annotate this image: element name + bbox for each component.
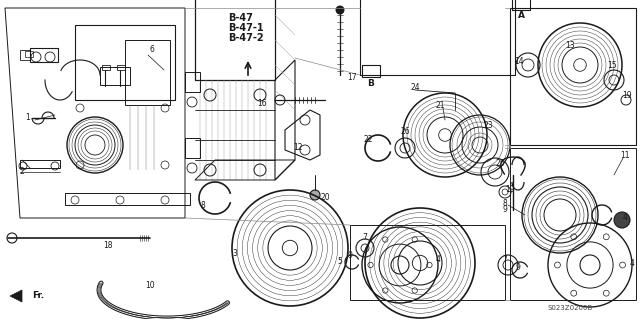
Text: 13: 13 (565, 41, 575, 49)
Text: 7: 7 (502, 256, 508, 264)
Text: Fr.: Fr. (32, 292, 44, 300)
Text: 6: 6 (150, 46, 154, 55)
Text: 16: 16 (257, 99, 267, 108)
Text: 14: 14 (514, 57, 524, 66)
Text: 9: 9 (516, 263, 520, 272)
Text: 21: 21 (435, 100, 445, 109)
Text: B-47-1: B-47-1 (228, 23, 264, 33)
Text: 4: 4 (436, 256, 440, 264)
Text: A: A (518, 11, 525, 20)
Bar (360, 0, 515, 75)
Bar (75, 25, 175, 100)
Text: B-47-2: B-47-2 (228, 33, 264, 43)
Text: 3: 3 (232, 249, 237, 257)
Text: 4: 4 (623, 213, 627, 222)
Text: 2: 2 (20, 167, 24, 176)
Text: 7: 7 (363, 234, 367, 242)
Text: 19: 19 (622, 91, 632, 100)
Bar (195, 0, 275, 80)
Text: 9: 9 (502, 205, 508, 214)
Bar (100, 67, 130, 85)
Circle shape (614, 212, 630, 228)
Text: 20: 20 (320, 194, 330, 203)
Circle shape (310, 190, 320, 200)
Bar (185, 72, 200, 92)
Text: 26: 26 (400, 128, 410, 137)
Text: S023Z0200B: S023Z0200B (547, 305, 593, 311)
Bar (25, 51, 33, 57)
Text: 17: 17 (347, 73, 357, 83)
Text: 19: 19 (505, 186, 515, 195)
Text: 11: 11 (620, 151, 630, 160)
Text: 4: 4 (630, 258, 634, 268)
Text: 25: 25 (495, 159, 505, 167)
Bar (20, 160, 60, 168)
Text: 24: 24 (410, 84, 420, 93)
Bar (30, 48, 58, 62)
Bar (185, 138, 200, 158)
Text: 15: 15 (607, 61, 617, 70)
Bar (65, 193, 190, 205)
Text: 18: 18 (103, 241, 113, 249)
Bar (125, 40, 170, 105)
Bar (512, 0, 530, 10)
Text: 23: 23 (483, 121, 493, 130)
Text: 1: 1 (26, 114, 30, 122)
Text: 5: 5 (337, 257, 342, 266)
Bar (362, 65, 380, 77)
Text: B-47: B-47 (228, 13, 253, 23)
Text: 10: 10 (145, 280, 155, 290)
Circle shape (336, 6, 344, 14)
Text: 22: 22 (364, 136, 372, 145)
Bar (102, 65, 110, 70)
Text: 8: 8 (200, 201, 205, 210)
Text: 9: 9 (348, 250, 353, 259)
Bar (117, 65, 125, 70)
Polygon shape (10, 290, 22, 302)
Text: 12: 12 (293, 144, 303, 152)
Bar (20, 50, 30, 60)
Text: B: B (367, 78, 374, 87)
Text: 8: 8 (502, 198, 508, 207)
